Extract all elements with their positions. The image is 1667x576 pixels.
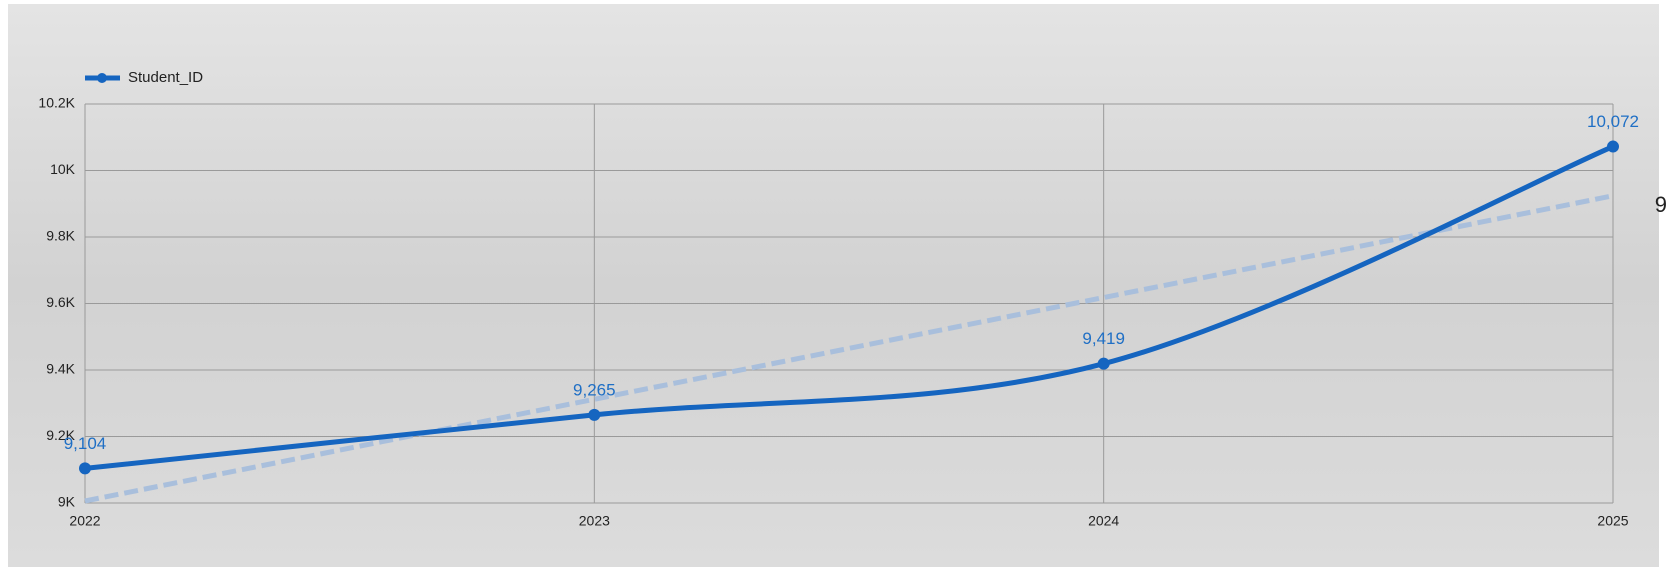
data-point: [1607, 140, 1619, 153]
y-tick-label: 9.6K: [46, 294, 75, 310]
legend-marker: [97, 73, 107, 83]
series-line: [84, 144, 1614, 471]
data-label: 9,265: [573, 380, 616, 399]
data-point: [588, 408, 601, 421]
background-photo: [8, 4, 1659, 567]
x-tick-label: 2024: [1088, 513, 1119, 529]
x-tick-label: 2023: [579, 513, 610, 529]
legend-label: Student_ID: [128, 69, 203, 86]
data-label: 10,072: [1587, 112, 1639, 131]
y-tick-label: 10K: [50, 161, 76, 177]
annotation: 9: [1655, 192, 1667, 217]
y-tick-label: 9.4K: [46, 361, 75, 377]
x-tick-label: 2025: [1597, 513, 1628, 529]
y-tick-label: 10.2K: [38, 95, 75, 111]
data-point: [1097, 357, 1110, 370]
data-point: [79, 462, 91, 475]
y-tick-label: 9K: [58, 494, 76, 510]
data-label: 9,104: [64, 434, 107, 453]
data-label: 9,419: [1082, 329, 1125, 348]
x-tick-label: 2022: [69, 513, 100, 529]
y-tick-label: 9.2K: [46, 427, 75, 443]
y-tick-label: 9.8K: [46, 228, 75, 244]
